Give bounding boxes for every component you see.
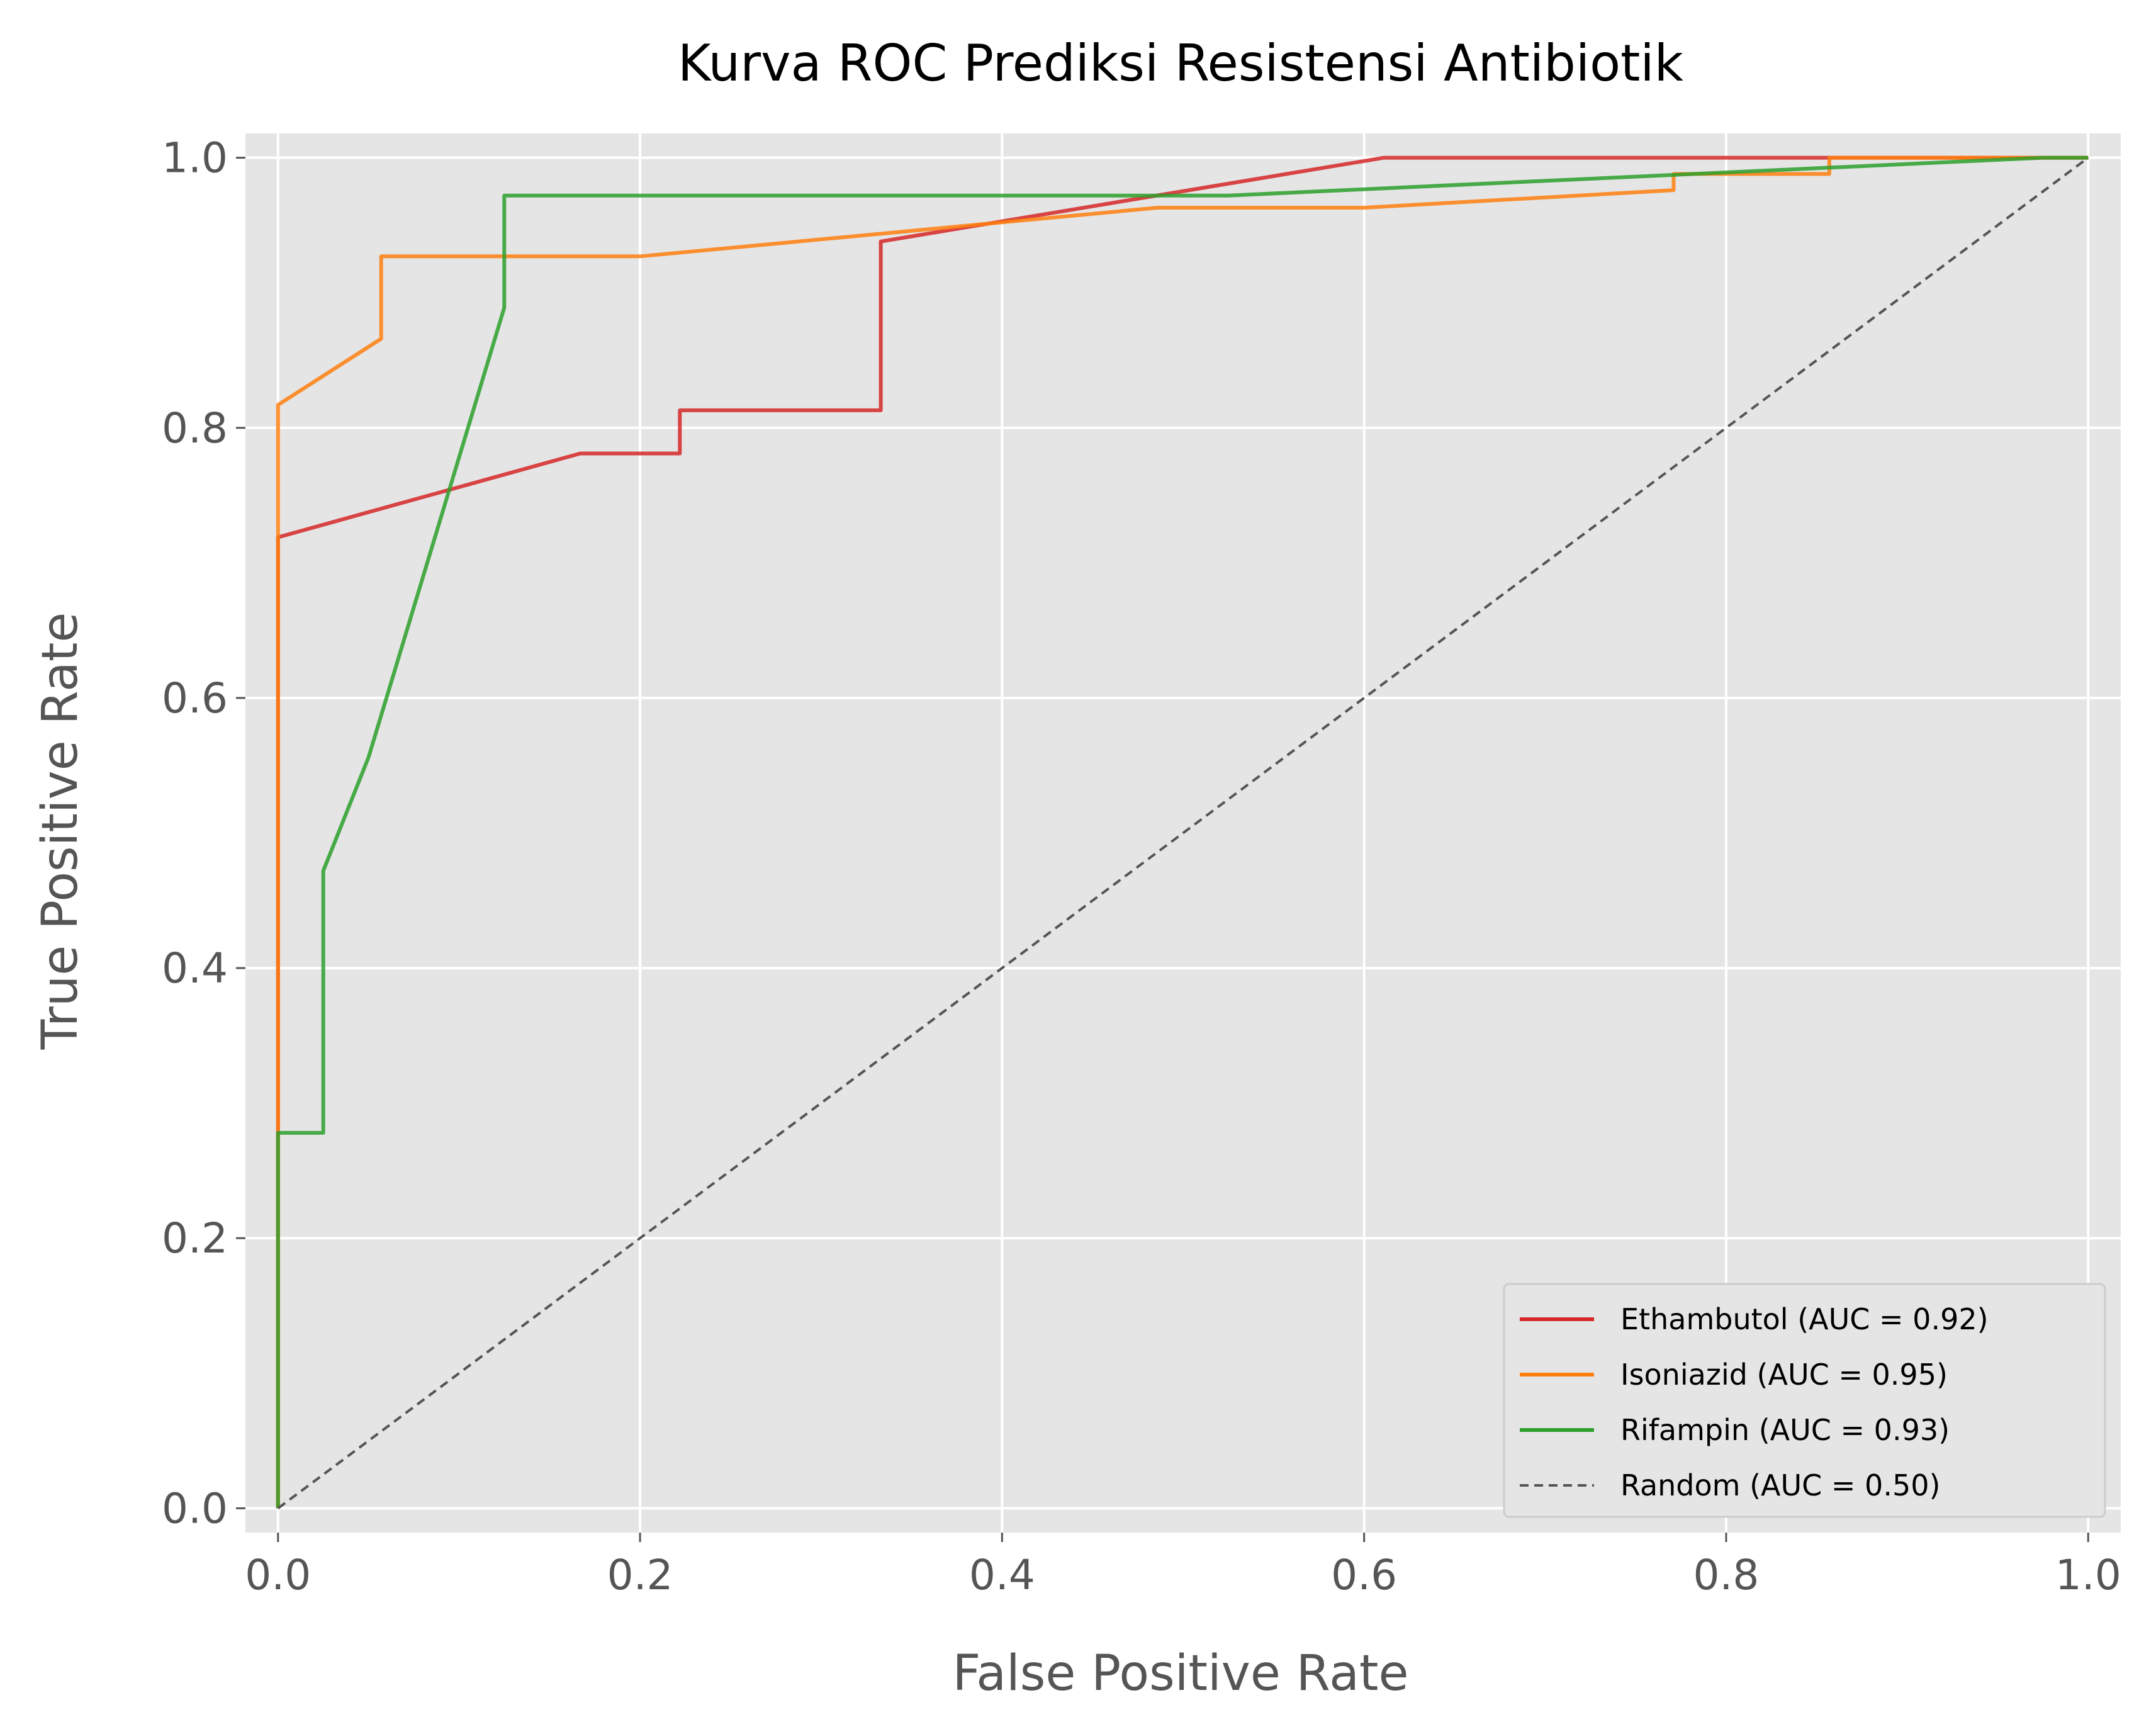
legend-label: Ethambutol (AUC = 0.92) bbox=[1620, 1302, 1989, 1336]
legend-label: Random (AUC = 0.50) bbox=[1620, 1468, 1940, 1502]
y-tick-label: 0.6 bbox=[162, 674, 228, 723]
grid-lines bbox=[245, 133, 2121, 1533]
x-tick-label: 0.4 bbox=[969, 1551, 1035, 1599]
y-tick-label: 0.4 bbox=[162, 944, 228, 993]
legend-box bbox=[1503, 1283, 2106, 1518]
series-line-ethambutol bbox=[276, 155, 2089, 1509]
y-tick-label: 1.0 bbox=[162, 134, 228, 183]
y-axis: 0.0 0.2 0.4 0.6 0.8 1.0 bbox=[162, 134, 245, 1533]
x-tick-label: 0.0 bbox=[245, 1551, 311, 1599]
x-tick-label: 1.0 bbox=[2055, 1551, 2121, 1599]
legend-label: Rifampin (AUC = 0.93) bbox=[1620, 1413, 1950, 1447]
series-line-rifampin bbox=[276, 155, 2089, 1509]
y-axis-label: True Positive Rate bbox=[32, 612, 89, 1050]
y-tick-label: 0.8 bbox=[162, 404, 228, 453]
legend-label: Isoniazid (AUC = 0.95) bbox=[1620, 1358, 1948, 1392]
series-layer bbox=[276, 155, 2089, 1510]
chart-title: Kurva ROC Prediksi Resistensi Antibiotik bbox=[678, 34, 1684, 93]
x-axis-label: False Positive Rate bbox=[953, 1645, 1409, 1702]
x-axis: 0.0 0.2 0.4 0.6 0.8 1.0 bbox=[245, 1533, 2121, 1599]
legend: Ethambutol (AUC = 0.92) Isoniazid (AUC = … bbox=[1503, 1283, 2106, 1518]
x-tick-label: 0.2 bbox=[607, 1551, 673, 1599]
x-tick-label: 0.6 bbox=[1331, 1551, 1397, 1599]
series-line-random bbox=[277, 156, 2089, 1510]
series-line-isoniazid bbox=[276, 155, 2089, 1509]
x-tick-label: 0.8 bbox=[1693, 1551, 1759, 1599]
y-tick-label: 0.0 bbox=[162, 1484, 228, 1533]
y-tick-label: 0.2 bbox=[162, 1214, 228, 1263]
